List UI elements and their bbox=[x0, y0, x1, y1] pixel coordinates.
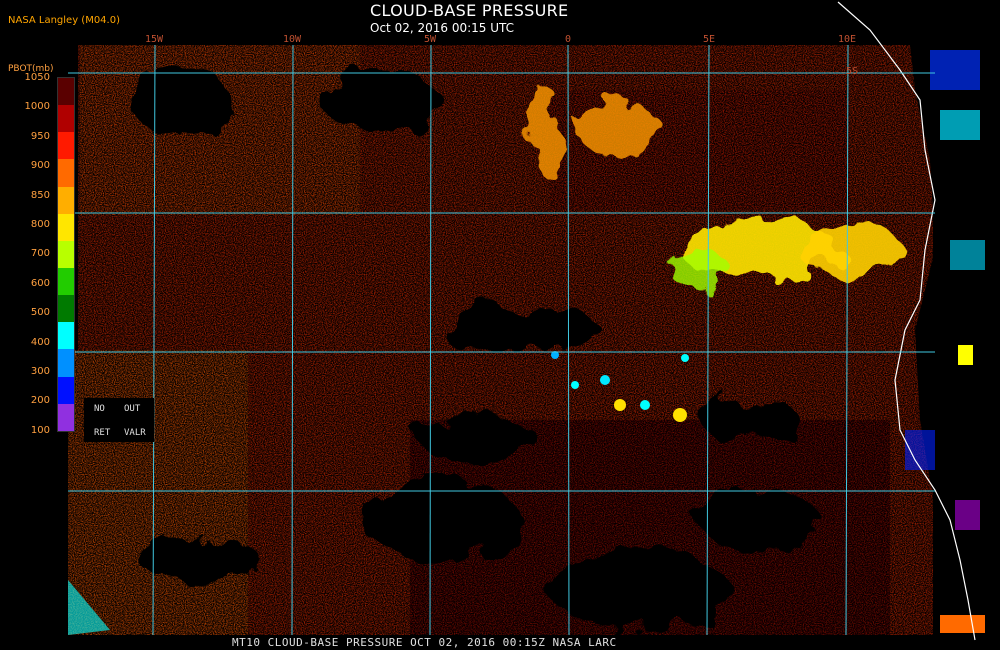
legend-tick-label: 600 bbox=[30, 277, 50, 289]
mid-level-clouds bbox=[530, 85, 900, 290]
coastline bbox=[837, 1, 976, 641]
legend-swatch bbox=[58, 78, 74, 106]
legend-valr: VALR bbox=[124, 428, 146, 438]
legend-tick-label: 700 bbox=[30, 248, 50, 260]
legend-tick-label: 500 bbox=[30, 307, 50, 319]
legend-ret: RET bbox=[94, 428, 111, 438]
color-legend-bar bbox=[57, 77, 75, 432]
longitude-label: 5E bbox=[703, 34, 716, 45]
legend-swatch bbox=[58, 159, 74, 187]
longitude-label: 5W bbox=[424, 34, 437, 45]
legend-swatch bbox=[58, 186, 74, 214]
legend-swatch bbox=[58, 322, 74, 350]
legend-swatch bbox=[58, 213, 74, 241]
legend-out: OUT bbox=[124, 404, 141, 414]
provider-label: NASA Langley (M04.0) bbox=[8, 15, 120, 26]
legend-tick-label: 200 bbox=[30, 395, 50, 407]
legend-no: NO bbox=[94, 404, 105, 414]
legend-tick-label: 1000 bbox=[24, 101, 50, 113]
land-clouds bbox=[68, 50, 985, 635]
no-data-legend: NO OUT RET VALR bbox=[84, 398, 154, 442]
legend-tick-label: 1050 bbox=[24, 72, 50, 83]
legend-unit: PBOT(mb) bbox=[8, 64, 54, 74]
legend-tick-label: 100 bbox=[30, 424, 50, 436]
legend-swatch bbox=[58, 240, 74, 268]
legend-tick-label: 900 bbox=[30, 160, 50, 172]
legend-swatch bbox=[58, 105, 74, 133]
map-timestamp: Oct 02, 2016 00:15 UTC bbox=[370, 21, 514, 35]
legend-swatch bbox=[58, 267, 74, 296]
high-clouds-band bbox=[551, 351, 689, 422]
legend-tick-label: 300 bbox=[30, 366, 50, 377]
longitude-label: 0 bbox=[565, 34, 572, 45]
graticule bbox=[68, 44, 935, 636]
legend-swatch bbox=[58, 295, 74, 323]
legend-swatch bbox=[58, 403, 74, 431]
legend-swatch bbox=[58, 132, 74, 160]
legend-swatch bbox=[58, 349, 74, 377]
land-mask bbox=[910, 45, 1000, 650]
longitude-label: 10W bbox=[283, 34, 302, 45]
legend-tick-label: 800 bbox=[30, 219, 50, 230]
longitude-label: 10E bbox=[838, 34, 857, 45]
legend-tick-label: 950 bbox=[30, 130, 50, 142]
footer-caption: MT10 CLOUD-BASE PRESSURE OCT 02, 2016 00… bbox=[232, 636, 617, 649]
legend-tick-label: 850 bbox=[30, 189, 50, 201]
latitude-label: 5S bbox=[846, 66, 859, 77]
legend-swatch bbox=[58, 376, 74, 404]
map-title: CLOUD-BASE PRESSURE bbox=[370, 1, 569, 20]
longitude-label: 15W bbox=[145, 34, 164, 45]
legend-tick-label: 400 bbox=[30, 336, 50, 348]
